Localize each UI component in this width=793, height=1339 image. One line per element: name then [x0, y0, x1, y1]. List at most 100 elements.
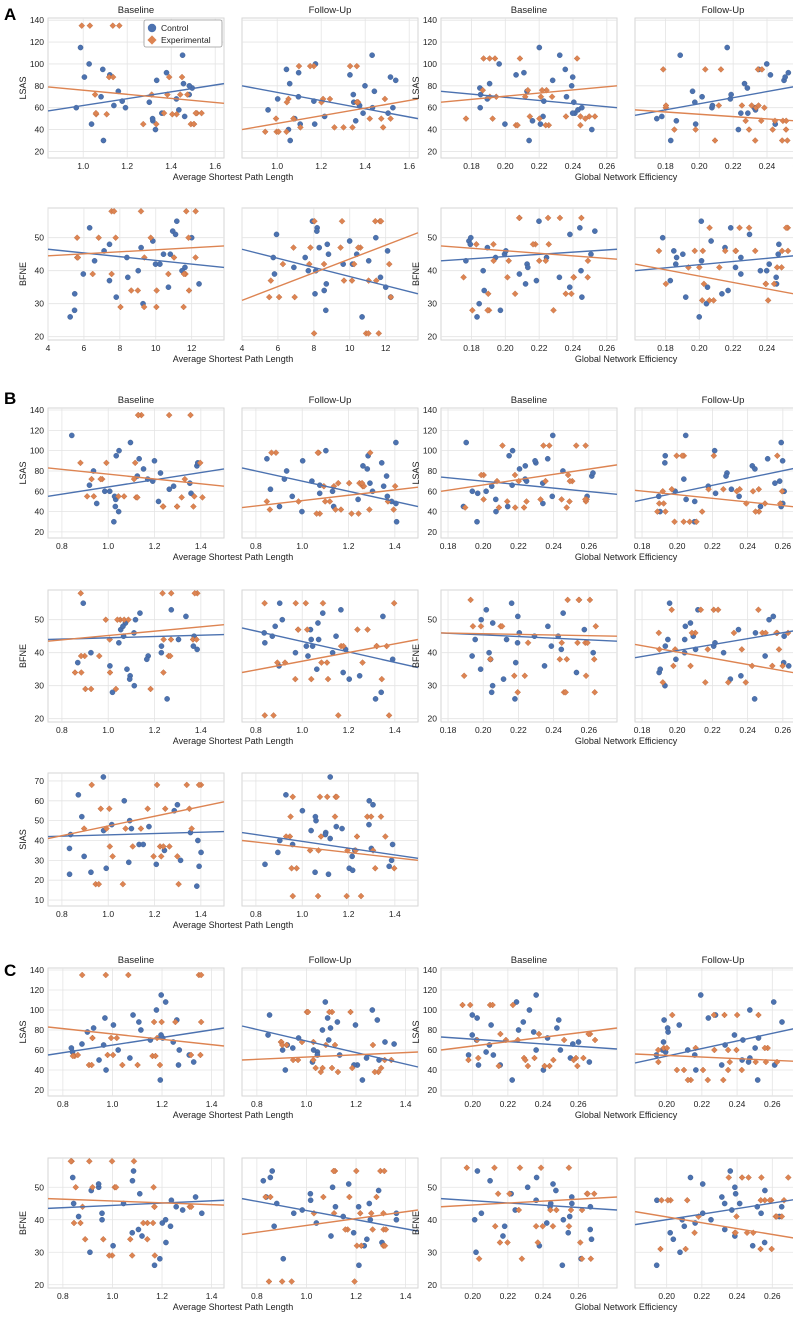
x-tick-label: 0.24 — [759, 161, 776, 171]
experimental-point — [544, 214, 552, 222]
control-point — [568, 83, 575, 89]
control-point — [754, 1077, 761, 1083]
experimental-point — [702, 66, 709, 73]
experimental-regression-line — [634, 1210, 793, 1239]
subplot-C-1-0-1: 0.8 1.0 1.2 1.4 — [241, 1157, 419, 1301]
control-regression-line — [241, 248, 419, 295]
control-point — [333, 633, 339, 640]
x-tick-label: 1.2 — [343, 909, 355, 919]
experimental-point — [655, 629, 663, 637]
control-point — [736, 1200, 743, 1207]
y-tick-label: 60 — [35, 486, 45, 496]
y-tick-label: 60 — [35, 103, 45, 113]
x-tick-label: 1.0 — [77, 161, 89, 171]
experimental-point — [725, 1174, 733, 1181]
control-point — [367, 480, 373, 486]
experimental-point — [542, 477, 549, 485]
experimental-point — [380, 1167, 388, 1175]
experimental-point — [668, 1011, 676, 1019]
subplot-B-0-0-0: 0.8 1.0 1.2 1.4 20 40 60 80 100 120 140 Baseline — [30, 395, 225, 551]
control-point — [126, 676, 133, 682]
experimental-point — [511, 290, 519, 298]
y-tick-label: 140 — [30, 965, 44, 975]
experimental-point — [673, 1066, 681, 1074]
experimental-point — [279, 260, 287, 268]
experimental-point — [103, 459, 110, 467]
experimental-point — [755, 1011, 762, 1019]
x-tick-label: 12 — [381, 343, 391, 353]
experimental-point — [755, 102, 762, 109]
experimental-point — [584, 257, 592, 265]
experimental-point — [697, 606, 705, 614]
x-tick-label: 0.26 — [599, 161, 616, 171]
control-regression-line — [440, 1036, 618, 1050]
experimental-point — [331, 124, 338, 131]
experimental-point — [660, 500, 667, 507]
y-tick-label: 40 — [35, 648, 45, 658]
y-axis-label: LSAS — [411, 461, 421, 484]
experimental-point — [191, 590, 199, 597]
control-point — [195, 837, 201, 844]
subplot-B-1-0-1: 0.8 1.0 1.2 1.4 — [241, 589, 419, 735]
control-point — [179, 52, 186, 58]
experimental-point — [290, 244, 297, 251]
experimental-point — [460, 672, 468, 680]
x-tick-label: 0.26 — [581, 725, 598, 735]
experimental-point — [710, 606, 717, 614]
control-point — [712, 490, 719, 497]
experimental-point — [755, 606, 762, 614]
experimental-point — [156, 1061, 164, 1069]
control-point — [271, 271, 278, 277]
y-tick-label: 120 — [30, 425, 44, 435]
experimental-point — [699, 1066, 707, 1074]
control-point — [767, 72, 774, 78]
experimental-regression-line — [241, 98, 419, 131]
control-point — [692, 121, 699, 127]
experimental-point — [261, 712, 269, 719]
experimental-point — [89, 1034, 96, 1042]
experimental-point — [303, 626, 311, 633]
control-point — [99, 1210, 105, 1217]
experimental-point — [302, 599, 310, 607]
experimental-point — [358, 479, 366, 487]
experimental-point — [109, 853, 116, 860]
control-point — [589, 126, 595, 133]
x-tick-label: 1.4 — [195, 909, 207, 919]
experimental-regression-line — [440, 632, 618, 637]
experimental-point — [535, 257, 543, 265]
x-tick-label: 1.2 — [156, 1291, 168, 1301]
experimental-point — [558, 639, 565, 647]
control-point — [487, 1177, 493, 1184]
experimental-point — [680, 1066, 688, 1074]
subplot-B-0-1-1: 0.18 0.20 0.22 0.24 0.26 Follow-Up — [634, 395, 793, 551]
y-tick-label: 30 — [428, 299, 438, 309]
experimental-point — [505, 257, 513, 265]
control-point — [160, 251, 167, 257]
experimental-point — [720, 1076, 727, 1084]
control-point — [738, 271, 744, 277]
experimental-point — [486, 55, 493, 62]
control-point — [677, 1249, 683, 1256]
experimental-point — [498, 623, 506, 630]
x-tick-label: 0.24 — [535, 1099, 552, 1109]
experimental-point — [764, 297, 772, 304]
control-point — [347, 72, 353, 78]
control-point — [667, 137, 674, 144]
experimental-regression-line — [440, 1027, 618, 1051]
y-tick-label: 120 — [30, 37, 44, 47]
experimental-point — [106, 669, 114, 676]
x-tick-label: 0.20 — [691, 343, 708, 353]
x-tick-label: 12 — [187, 343, 197, 353]
experimental-point — [511, 504, 519, 511]
x-tick-label: 0.18 — [634, 725, 651, 735]
experimental-point — [495, 504, 503, 511]
control-regression-line — [47, 1199, 225, 1210]
control-point — [364, 466, 371, 472]
experimental-point — [115, 493, 122, 500]
experimental-point — [484, 290, 492, 298]
experimental-point — [535, 1030, 543, 1038]
experimental-point — [706, 224, 713, 232]
experimental-point — [714, 606, 722, 614]
control-point — [543, 1220, 550, 1226]
control-point — [735, 126, 742, 133]
